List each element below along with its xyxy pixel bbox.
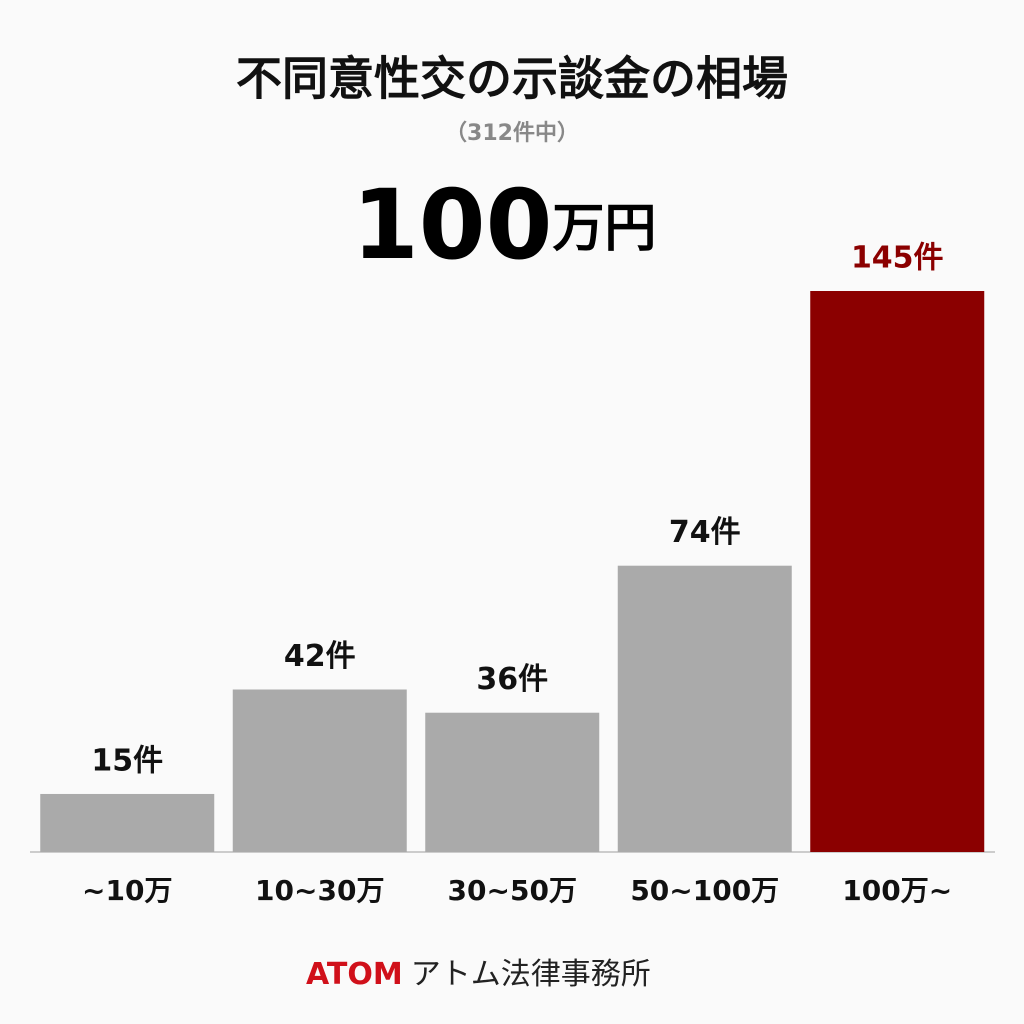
chart-title: 不同意性交の示談金の相場 (236, 52, 788, 106)
bar (232, 689, 407, 852)
x-tick-label: ~10万 (82, 874, 172, 907)
annotation-unit: 万円 (552, 199, 656, 259)
source-name: アトム法律事務所 (411, 957, 651, 992)
annotation: 100万円 (352, 169, 656, 281)
source-brand: ATOM (306, 957, 403, 992)
bar (810, 291, 985, 852)
value-label: 145件 (851, 241, 944, 276)
value-label: 36件 (476, 662, 548, 697)
chart-subtitle: （312件中） (445, 121, 579, 146)
value-label: 74件 (669, 515, 741, 550)
bar (40, 793, 215, 852)
x-tick-label: 100万~ (842, 874, 952, 907)
value-label: 42件 (284, 639, 356, 674)
x-tick-label: 10~30万 (255, 874, 384, 907)
bar (617, 565, 792, 852)
x-tick-label: 50~100万 (630, 874, 779, 907)
source: ATOM アトム法律事務所 (306, 957, 651, 992)
x-tick-label: 30~50万 (448, 874, 577, 907)
bar (425, 712, 600, 852)
annotation-number: 100 (352, 169, 552, 281)
value-label: 15件 (91, 743, 163, 778)
